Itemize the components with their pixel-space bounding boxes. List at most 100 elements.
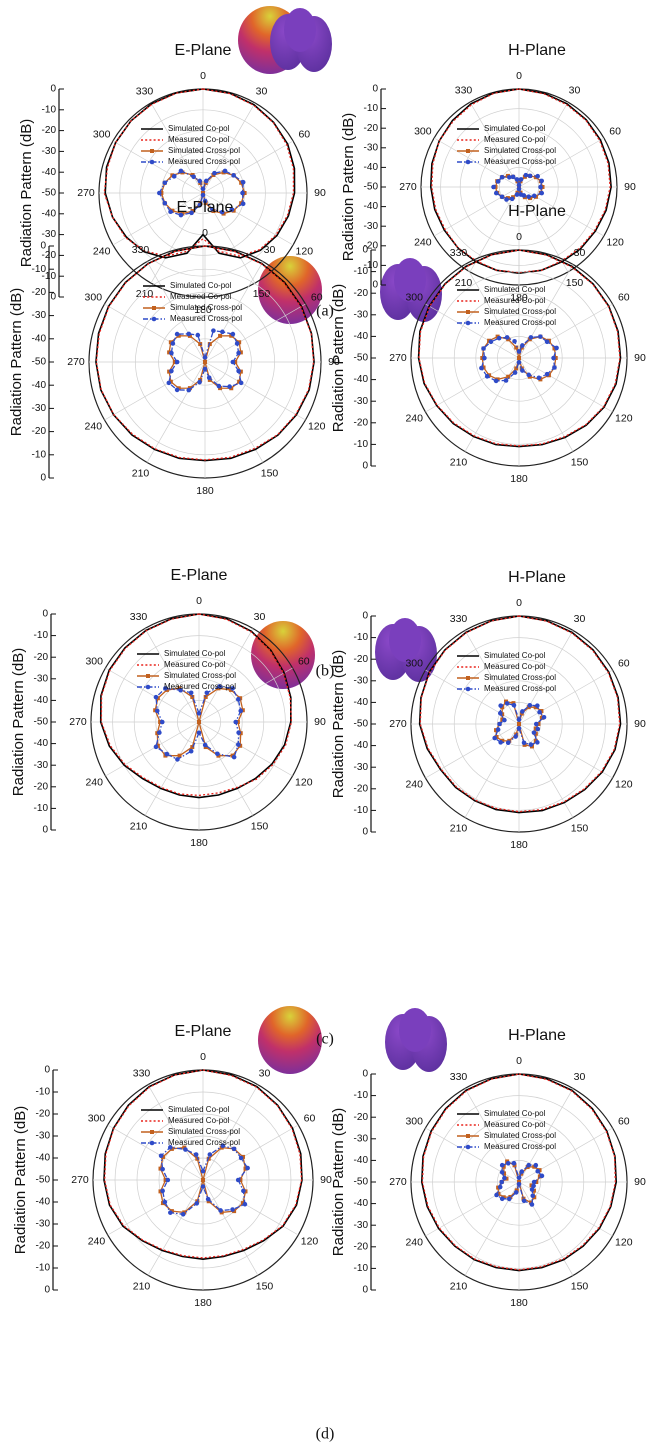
series-marker [535, 726, 541, 732]
angle-tick-label: 210 [450, 457, 468, 469]
radial-tick-label: -30 [42, 229, 57, 240]
series-marker [168, 1145, 173, 1150]
angle-tick-label: 270 [67, 356, 85, 368]
legend-marker [465, 1144, 471, 1150]
angle-tick-label: 60 [311, 291, 323, 303]
radial-tick-label: -20 [32, 287, 47, 298]
angle-tick-label: 120 [296, 245, 314, 257]
series-marker [499, 1169, 505, 1175]
series-marker [533, 1162, 539, 1168]
series-marker [154, 708, 160, 714]
y-axis-label: Radiation Pattern (dB) [330, 1108, 347, 1256]
series-marker [236, 350, 241, 356]
grid-spoke [198, 721, 293, 777]
angle-tick-label: 150 [253, 288, 271, 300]
series-marker [511, 702, 517, 708]
radial-tick-label: -30 [364, 221, 379, 232]
radial-tick-label: 0 [50, 292, 56, 303]
series-marker [202, 366, 208, 372]
series-marker [167, 350, 172, 355]
series-marker [503, 378, 509, 383]
grid-spoke [433, 137, 520, 188]
h-plane-3d-pattern [399, 1008, 431, 1052]
series-marker [168, 209, 173, 215]
series-marker [231, 173, 236, 178]
series-marker [551, 355, 556, 361]
angle-tick-label: 240 [85, 420, 103, 432]
angle-tick-label: 0 [200, 70, 206, 82]
series-marker [513, 734, 518, 739]
angle-tick-label: 330 [450, 247, 468, 259]
series-marker [497, 710, 503, 716]
series-marker [195, 332, 201, 338]
series-marker [178, 687, 183, 693]
series-marker [157, 730, 162, 735]
series-marker [194, 1201, 200, 1206]
legend-label: Simulated Cross-pol [164, 671, 236, 680]
series-marker [197, 178, 203, 184]
h-plane-3d-pattern [284, 8, 316, 52]
grid-spoke [469, 101, 520, 188]
series-marker [220, 329, 225, 335]
legend-marker [151, 316, 157, 322]
series-marker [187, 386, 192, 391]
series-marker [170, 341, 176, 346]
series-marker [183, 1147, 188, 1152]
chart-title: H-Plane [508, 203, 566, 220]
angle-tick-label: 300 [85, 655, 103, 667]
angle-tick-label: 30 [264, 244, 276, 256]
grid-spoke [147, 1084, 204, 1181]
radial-tick-label: -30 [32, 310, 47, 321]
series-marker [169, 350, 174, 356]
radial-tick-label: -10 [364, 103, 379, 114]
y-axis-label: Radiation Pattern (dB) [10, 648, 27, 796]
legend-label: Simulated Co-pol [484, 285, 546, 294]
grid-spoke [518, 357, 613, 413]
angle-tick-label: 210 [450, 823, 468, 835]
series-marker [510, 174, 516, 180]
series-marker [233, 719, 239, 725]
series-marker [499, 1162, 505, 1168]
angle-tick-label: 120 [308, 420, 326, 432]
series-marker [231, 754, 237, 760]
series-marker [197, 202, 203, 208]
angle-tick-label: 0 [516, 70, 522, 82]
series-marker [531, 730, 537, 735]
radial-tick-label: 0 [40, 473, 46, 484]
series-marker [230, 359, 236, 365]
angle-tick-label: 90 [624, 181, 636, 193]
series-marker [236, 730, 241, 735]
series-marker [229, 386, 234, 391]
legend-marker [150, 1130, 154, 1134]
angle-tick-label: 180 [510, 839, 528, 851]
grid-spoke [464, 1088, 520, 1183]
legend-marker [146, 674, 150, 678]
angle-tick-label: 30 [574, 1071, 586, 1083]
series-marker [531, 193, 537, 199]
legend-label: Measured Cross-pol [484, 318, 556, 327]
series-marker [177, 753, 182, 758]
series-marker [528, 335, 534, 340]
legend-marker [466, 676, 470, 680]
grid-spoke [198, 721, 254, 816]
angle-tick-label: 270 [71, 1174, 89, 1186]
series-marker [227, 384, 232, 389]
series-marker [186, 331, 192, 337]
series-marker [168, 379, 173, 384]
radial-tick-label: -30 [364, 142, 379, 153]
series-marker [172, 360, 177, 364]
series-marker [506, 1196, 512, 1202]
chart-title: H-Plane [508, 1027, 566, 1044]
series-marker [518, 192, 524, 197]
grid-spoke [202, 192, 294, 246]
grid-spoke [204, 361, 306, 421]
series-marker [516, 1181, 522, 1187]
angle-tick-label: 240 [405, 412, 423, 424]
radial-tick-label: 0 [50, 84, 56, 95]
legend-marker [152, 306, 156, 310]
series-marker [530, 1193, 536, 1199]
radial-tick-label: 0 [44, 1065, 50, 1076]
radial-tick-label: -50 [364, 182, 379, 193]
series-line [421, 1073, 616, 1271]
grid-spoke [433, 186, 520, 237]
